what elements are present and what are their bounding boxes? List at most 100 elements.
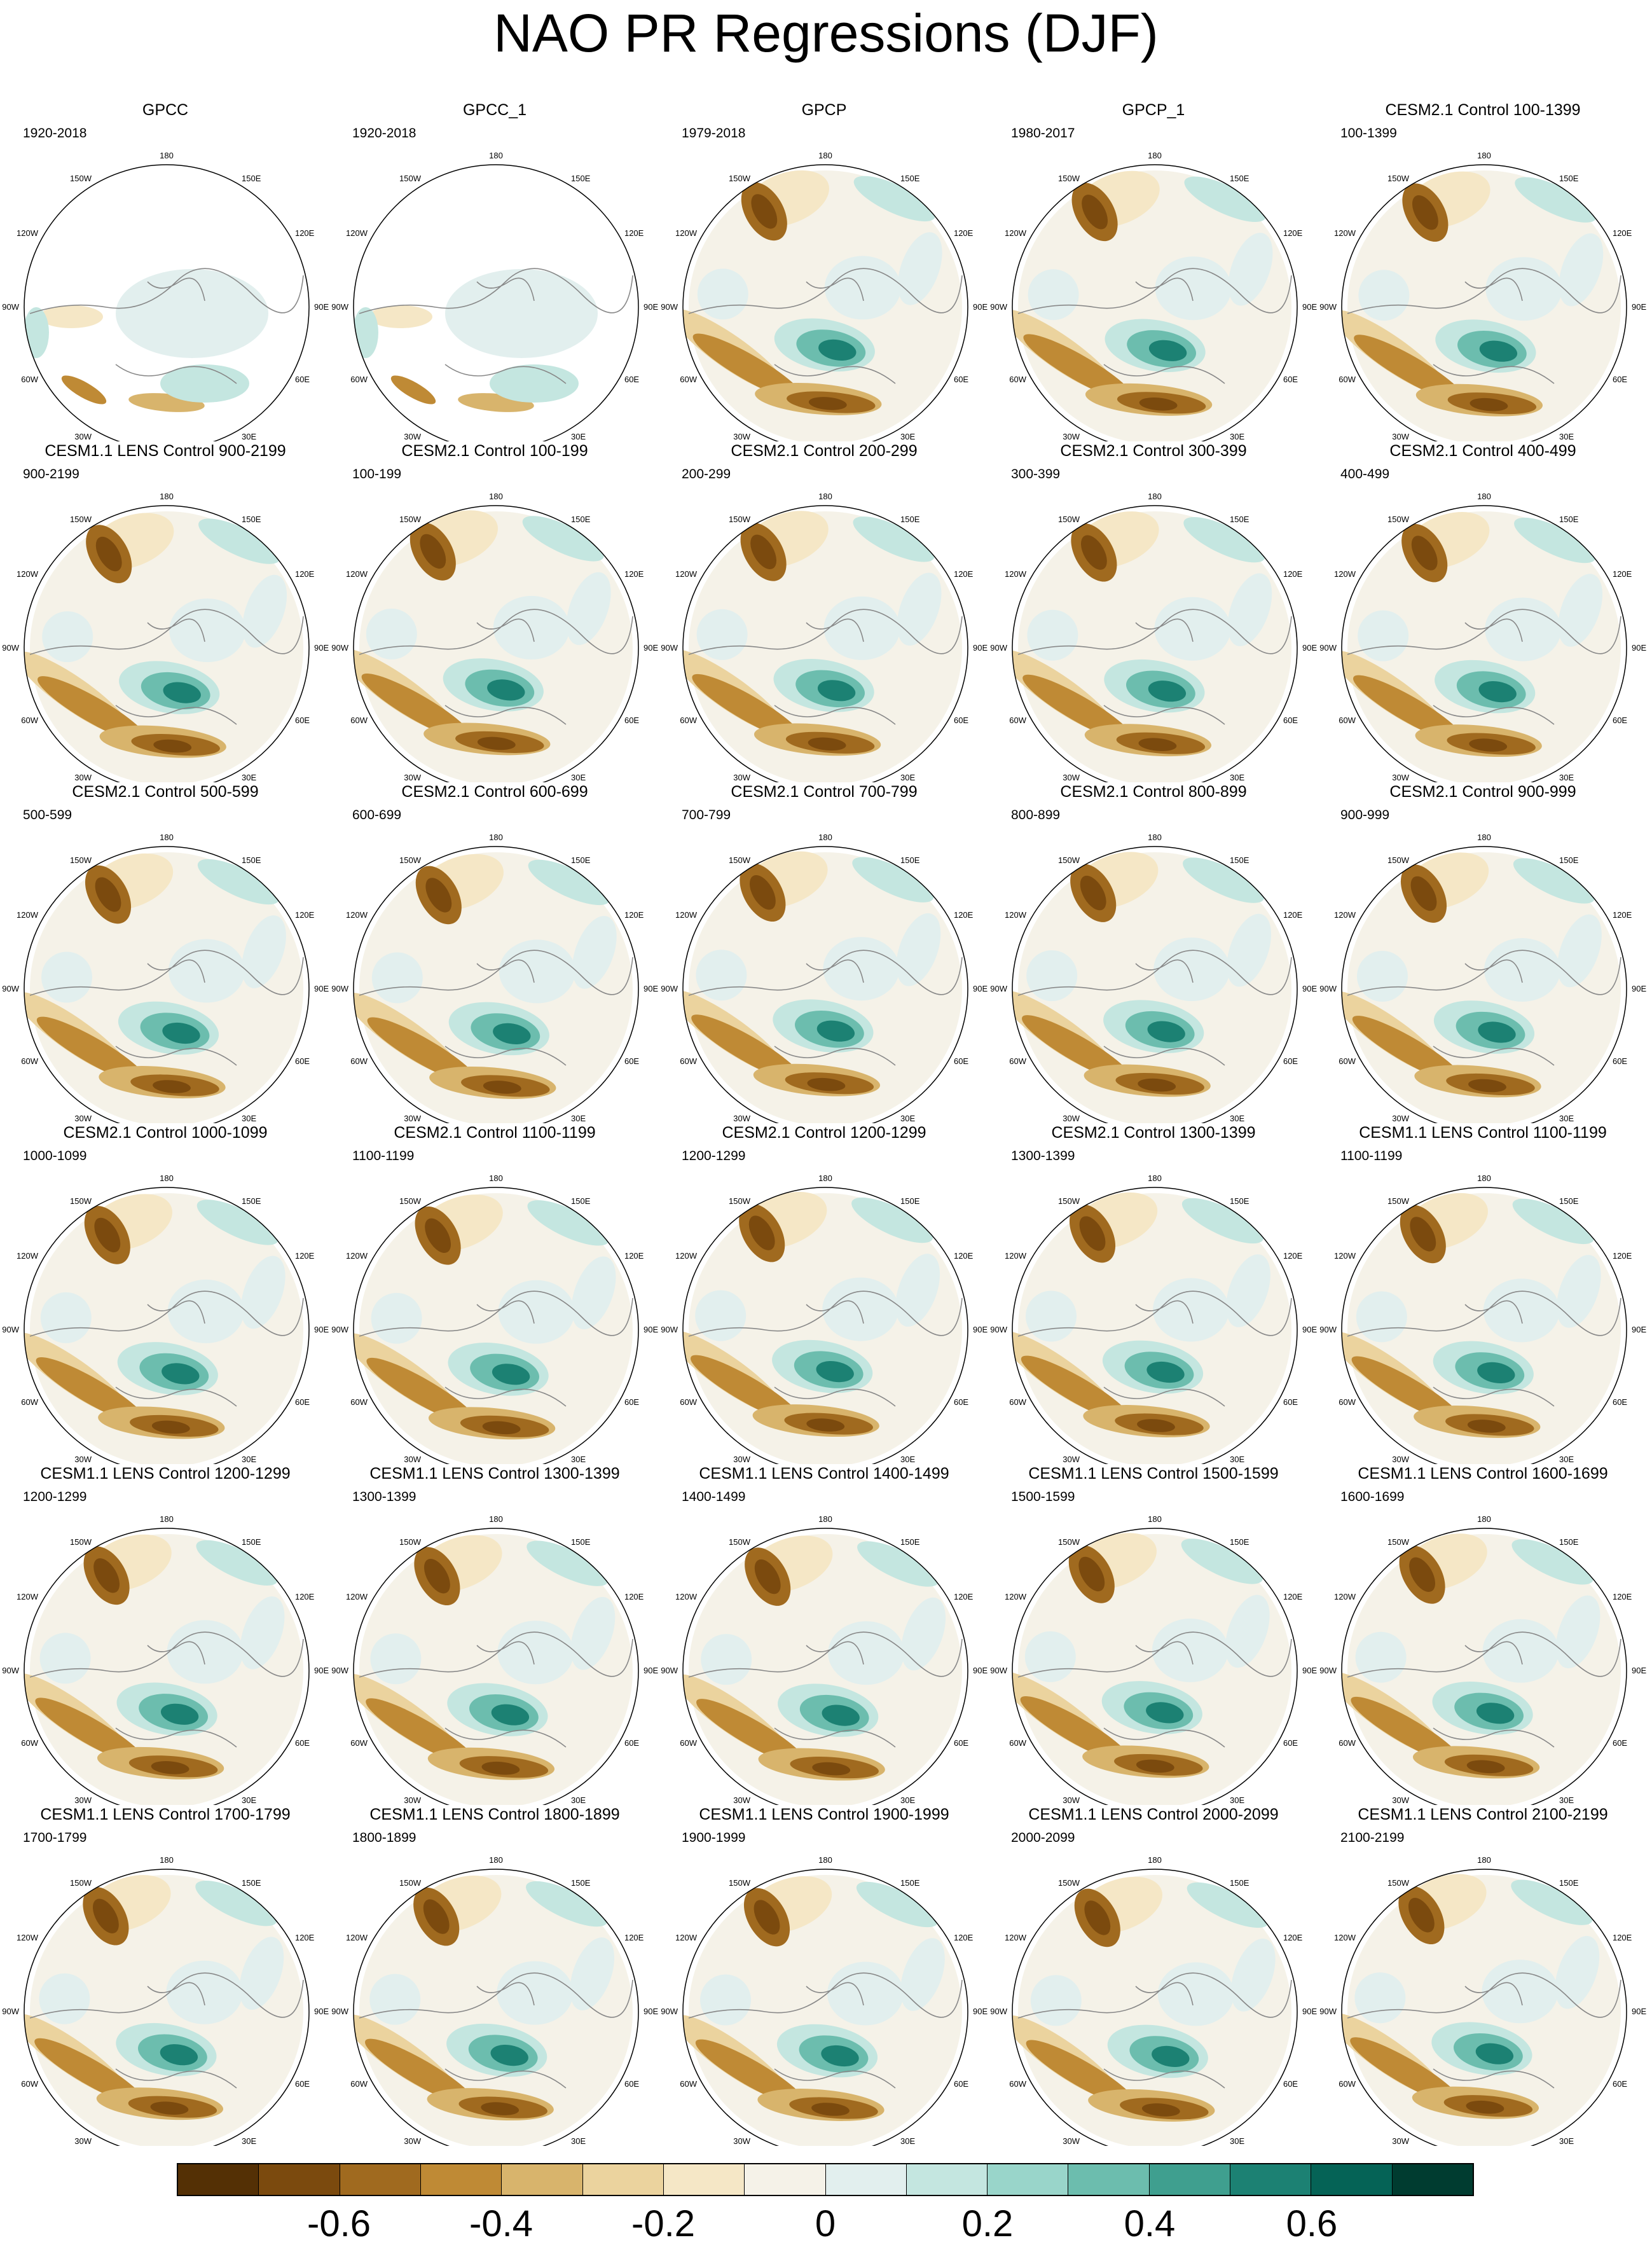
longitude-label: 180: [1148, 1514, 1162, 1524]
longitude-label: 30W: [1392, 1455, 1409, 1464]
longitude-label: 60E: [1613, 1397, 1627, 1407]
coastline: [359, 268, 633, 384]
longitude-label: 90W: [990, 643, 1007, 653]
longitude-label: 120W: [1005, 228, 1027, 238]
longitude-label: 90W: [331, 1666, 348, 1675]
longitude-label: 150E: [900, 515, 920, 524]
longitude-label: 120W: [17, 1251, 39, 1261]
longitude-label: 60E: [295, 1397, 310, 1407]
panel-title: CESM2.1 Control 1300-1399: [1051, 1124, 1256, 1142]
panel-title: CESM1.1 LENS Control 1200-1299: [40, 1465, 291, 1483]
longitude-label: 30W: [1392, 432, 1409, 441]
map-boundary: [1012, 505, 1298, 782]
precipitation-field: [683, 851, 963, 1123]
map-boundary: [682, 505, 968, 782]
polar-map: 180150W150E120W120E90W90E60W60E30W30E0: [661, 492, 988, 782]
colorbar-swatch: [1311, 2164, 1393, 2195]
longitude-label: 120E: [1613, 228, 1632, 238]
longitude-label: 150W: [70, 515, 92, 524]
longitude-label: 120E: [954, 1592, 974, 1601]
panel-title: CESM2.1 Control 400-499: [1389, 442, 1576, 460]
panel-period: 1979-2018: [682, 126, 746, 141]
longitude-label: 30W: [733, 432, 750, 441]
longitude-label: 60E: [1283, 2079, 1298, 2089]
longitude-label: 180: [489, 833, 503, 842]
longitude-label: 120E: [954, 910, 974, 920]
longitude-label: 150E: [1230, 855, 1249, 865]
colorbar-tick-label: -0.2: [631, 2203, 695, 2244]
polar-map: 180150W150E120W120E90W90E60W60E30W30E0: [2, 1514, 329, 1805]
map-boundary: [1012, 164, 1298, 441]
longitude-label: 30W: [733, 1795, 750, 1805]
longitude-label: 30W: [1392, 1114, 1409, 1123]
longitude-label: 120W: [1334, 569, 1356, 579]
longitude-label: 60E: [954, 1738, 968, 1748]
longitude-label: 30E: [900, 1795, 915, 1805]
polar-map: 180150W150E120W120E90W90E60W60E30W30E0: [1319, 492, 1646, 782]
longitude-label: 60E: [954, 2079, 968, 2089]
longitude-label: 30E: [242, 432, 256, 441]
longitude-label: 60W: [1339, 716, 1356, 725]
panel-period: 1200-1299: [682, 1149, 746, 1163]
panel-title: CESM2.1 Control 1200-1299: [722, 1124, 926, 1142]
precipitation-field: [1012, 1875, 1292, 2146]
longitude-label: 150E: [242, 855, 261, 865]
longitude-label: 150E: [571, 855, 591, 865]
polar-map: 180150W150E120W120E90W90E60W60E30W30E0: [331, 1855, 658, 2146]
panel-period: 1300-1399: [352, 1490, 416, 1504]
panel-title: CESM1.1 LENS Control 1100-1199: [1359, 1124, 1607, 1142]
panel-period: 600-699: [352, 808, 402, 822]
longitude-label: 150W: [1058, 1196, 1080, 1206]
longitude-label: 90W: [1319, 1666, 1337, 1675]
panel-title: CESM2.1 Control 800-899: [1060, 783, 1247, 801]
longitude-label: 90W: [2, 2007, 19, 2016]
longitude-label: 120W: [17, 569, 39, 579]
map-panel: 180150W150E120W120E90W90E60W60E30W30E0CE…: [329, 441, 660, 782]
longitude-label: 150E: [1559, 515, 1579, 524]
map-panel: 180150W150E120W120E90W90E60W60E30W30E0CE…: [329, 1464, 660, 1805]
longitude-label: 60E: [624, 375, 639, 384]
panel-title: CESM1.1 LENS Control 2000-2099: [1028, 1806, 1279, 1823]
longitude-label: 150W: [1387, 174, 1410, 183]
map-boundary: [353, 505, 639, 782]
precipitation-field: [24, 165, 309, 441]
colorbar-swatch: [1068, 2164, 1150, 2195]
longitude-label: 150W: [729, 855, 751, 865]
colorbar-swatch: [1392, 2164, 1473, 2195]
longitude-label: 150W: [1387, 1537, 1410, 1547]
polar-map: 180150W150E120W120E90W90E60W60E30W30E0: [331, 1173, 658, 1464]
longitude-label: 180: [818, 1855, 832, 1865]
longitude-label: 30W: [733, 1455, 750, 1464]
longitude-label: 60E: [1613, 2079, 1627, 2089]
colorbar-tick-label: 0.2: [961, 2203, 1014, 2244]
panel-title: GPCC_1: [462, 101, 527, 119]
longitude-label: 150E: [1559, 855, 1579, 865]
longitude-label: 30W: [1063, 1795, 1080, 1805]
longitude-label: 60E: [1613, 375, 1627, 384]
coastline: [359, 950, 633, 1066]
precipitation-field: [24, 852, 304, 1123]
polar-map: 180150W150E120W120E90W90E60W60E30W30E0: [661, 1173, 988, 1464]
map-panel: 180150W150E120W120E90W90E60W60E30W30E0CE…: [1318, 100, 1648, 441]
panel-period: 500-599: [23, 808, 72, 822]
longitude-label: 90W: [331, 984, 348, 993]
map-panel: 180150W150E120W120E90W90E60W60E30W30E0CE…: [329, 782, 660, 1123]
longitude-label: 120E: [624, 228, 644, 238]
longitude-label: 30W: [1063, 2136, 1080, 2146]
longitude-label: 150E: [900, 1537, 920, 1547]
longitude-label: 30E: [1230, 1795, 1244, 1805]
panel-title: CESM1.1 LENS Control 1800-1899: [369, 1806, 620, 1823]
coastline: [688, 1290, 963, 1407]
longitude-label: 90W: [661, 302, 678, 312]
longitude-label: 90E: [314, 1325, 329, 1334]
map-boundary: [1341, 505, 1627, 782]
longitude-label: 120W: [675, 569, 698, 579]
panel-period: 2100-2199: [1340, 1830, 1405, 1845]
map-panel: 180150W150E120W120E90W90E60W60E30W30E0CE…: [988, 1123, 1319, 1464]
map-panel: 180150W150E120W120E90W90E60W60E30W30E0 CE…: [659, 1123, 989, 1464]
longitude-label: 30E: [571, 1114, 586, 1123]
map-panel: 180150W150E120W120E90W90E60W60E30W30E0 CE…: [0, 1464, 331, 1805]
polar-map: 180150W150E120W120E90W90E60W60E30W30E0: [1319, 1514, 1646, 1805]
longitude-label: 150E: [242, 1878, 261, 1888]
